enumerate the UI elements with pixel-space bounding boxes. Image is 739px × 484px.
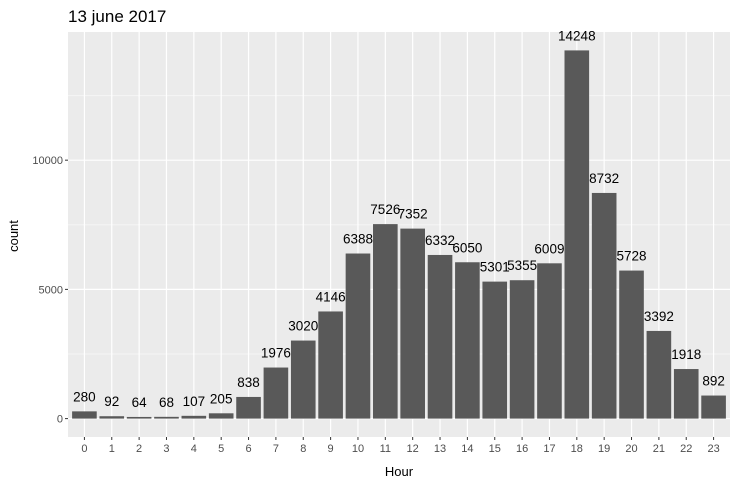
bar-hour-15 (482, 281, 508, 419)
y-axis-title: count (6, 220, 21, 252)
x-tick-label: 8 (300, 443, 306, 455)
bar-hour-8 (290, 340, 316, 419)
bar-hour-3 (154, 416, 179, 419)
y-tick-label: 5000 (39, 284, 63, 296)
x-tick-label: 16 (516, 443, 528, 455)
data-label-hour-16: 5355 (507, 258, 537, 273)
data-label-hour-18: 14248 (558, 28, 596, 43)
bar-hour-11 (373, 224, 398, 419)
x-tick-label: 10 (352, 443, 364, 455)
data-label-hour-5: 205 (210, 391, 233, 406)
bar-hour-14 (455, 262, 480, 419)
data-label-hour-7: 1976 (261, 346, 291, 361)
data-label-hour-12: 7352 (398, 207, 428, 222)
data-label-hour-1: 92 (104, 394, 119, 409)
bars (72, 50, 726, 419)
x-tick-label: 2 (136, 443, 142, 455)
data-label-hour-19: 8732 (589, 171, 619, 186)
bar-hour-6 (236, 396, 261, 419)
bar-hour-9 (318, 311, 343, 419)
bar-hour-23 (701, 395, 726, 419)
x-tick-label: 9 (328, 443, 334, 455)
y-axis: 0 5000 10000 (32, 155, 68, 426)
x-tick-label: 1 (109, 443, 115, 455)
data-label-hour-23: 892 (702, 374, 725, 389)
x-tick-label: 22 (680, 443, 692, 455)
bar-hour-10 (345, 253, 371, 419)
bar-hour-4 (181, 415, 207, 419)
data-label-hour-8: 3020 (288, 319, 318, 334)
bar-hour-17 (537, 263, 562, 419)
data-label-hour-20: 5728 (616, 249, 646, 264)
bar-hour-22 (673, 369, 699, 419)
x-tick-label: 18 (571, 443, 583, 455)
x-tick-label: 17 (543, 443, 555, 455)
data-label-hour-0: 280 (73, 389, 96, 404)
y-tick-label: 10000 (32, 155, 63, 167)
x-tick-label: 3 (163, 443, 169, 455)
bar-hour-21 (646, 330, 672, 419)
x-tick-label: 14 (461, 443, 473, 455)
bar-hour-16 (509, 280, 535, 419)
data-label-hour-21: 3392 (644, 309, 674, 324)
bar-hour-12 (400, 228, 425, 419)
x-tick-label: 7 (273, 443, 279, 455)
x-tick-label: 20 (625, 443, 637, 455)
data-label-hour-22: 1918 (671, 347, 701, 362)
bar-hour-19 (591, 192, 617, 419)
x-tick-label: 21 (653, 443, 665, 455)
chart-title: 13 june 2017 (68, 7, 166, 26)
x-tick-label: 12 (407, 443, 419, 455)
bar-hour-0 (72, 411, 97, 419)
x-tick-label: 6 (245, 443, 251, 455)
data-label-hour-11: 7526 (370, 202, 400, 217)
data-label-hour-14: 6050 (452, 240, 482, 255)
data-label-hour-9: 4146 (316, 289, 346, 304)
data-label-hour-13: 6332 (425, 233, 455, 248)
data-label-hour-10: 6388 (343, 232, 373, 247)
x-tick-label: 0 (81, 443, 87, 455)
x-tick-label: 4 (191, 443, 197, 455)
data-label-hour-17: 6009 (534, 241, 564, 256)
data-label-hour-15: 5301 (480, 260, 510, 275)
x-tick-label: 23 (707, 443, 719, 455)
bar-hour-7 (263, 367, 289, 419)
bar-hour-1 (99, 416, 125, 419)
bar-hour-2 (126, 416, 152, 419)
bar-hour-18 (564, 50, 590, 419)
data-label-hour-4: 107 (183, 394, 206, 409)
data-label-hour-3: 68 (159, 395, 174, 410)
x-tick-label: 5 (218, 443, 224, 455)
bar-hour-5 (208, 413, 234, 419)
x-axis-title: Hour (385, 464, 414, 479)
x-tick-label: 15 (489, 443, 501, 455)
x-axis: 0 1 2 3 4 5 6 7 8 9 10 11 12 13 14 15 16 17 18 19 20 21 22 23 (81, 437, 720, 455)
x-tick-label: 13 (434, 443, 446, 455)
bar-hour-20 (619, 270, 644, 419)
x-tick-label: 11 (380, 443, 391, 455)
bar-hour-13 (427, 254, 453, 419)
data-label-hour-6: 838 (237, 375, 260, 390)
y-tick-label: 0 (57, 414, 63, 426)
x-tick-label: 19 (598, 443, 610, 455)
data-label-hour-2: 64 (132, 395, 148, 410)
